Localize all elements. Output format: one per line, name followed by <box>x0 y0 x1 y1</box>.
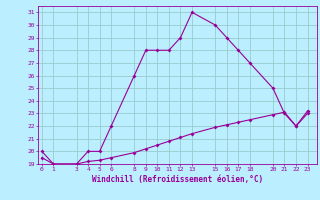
X-axis label: Windchill (Refroidissement éolien,°C): Windchill (Refroidissement éolien,°C) <box>92 175 263 184</box>
